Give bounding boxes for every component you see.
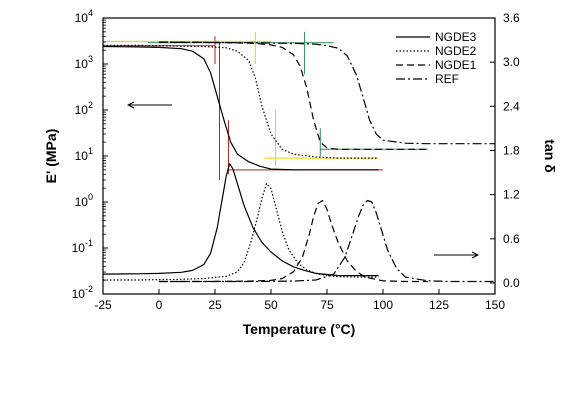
y-left-tick-label: 104 xyxy=(75,8,93,25)
series-line-ngde2-right xyxy=(103,183,379,281)
axis-ticks: -25 0 25 50 75 100 125 150 10-2 10-1 100 101 102 103 1… xyxy=(72,8,520,312)
y-right-tick-label: 0.0 xyxy=(503,276,520,290)
x-axis-title: Temperature (°C) xyxy=(243,321,356,337)
series-line-ngde3-left xyxy=(102,45,379,171)
x-tick-label: 100 xyxy=(373,298,393,312)
legend-label: NGDE3 xyxy=(435,30,477,44)
x-tick-label: 25 xyxy=(208,298,222,312)
x-tick-label: 150 xyxy=(485,298,505,312)
y-right-tick-label: 1.8 xyxy=(503,143,520,157)
y-left-tick-label: 10-1 xyxy=(72,238,93,255)
series-line-ngde1-right xyxy=(159,199,428,283)
legend-label: REF xyxy=(435,72,459,86)
series-line-ngde3-right xyxy=(102,163,379,277)
right-y-axis-title: tan δ xyxy=(542,139,558,172)
x-tick-label: 50 xyxy=(264,298,278,312)
legend-label: NGDE1 xyxy=(435,58,477,72)
x-tick-label: 125 xyxy=(429,298,449,312)
x-tick-label: 0 xyxy=(156,298,163,312)
y-left-tick-label: 100 xyxy=(75,192,93,209)
legend-label: NGDE2 xyxy=(435,44,477,58)
y-right-tick-label: 0.6 xyxy=(503,232,520,246)
y-left-tick-label: 102 xyxy=(75,100,93,117)
y-left-tick-label: 10-2 xyxy=(72,284,93,301)
series-line-ref-right xyxy=(159,199,495,283)
y-left-tick-label: 103 xyxy=(75,54,93,71)
series-line-ngde2-left xyxy=(103,44,379,159)
axis-indicator-arrows xyxy=(126,101,480,259)
series-layer xyxy=(102,41,495,283)
y-right-tick-label: 1.2 xyxy=(503,188,520,202)
y-right-tick-label: 3.0 xyxy=(503,55,520,69)
y-right-tick-label: 2.4 xyxy=(503,99,520,113)
axis-arrow-head xyxy=(126,101,135,109)
x-tick-label: 75 xyxy=(320,298,334,312)
y-left-tick-label: 101 xyxy=(75,146,93,163)
left-y-axis-title: E' (MPa) xyxy=(43,129,59,184)
axis-arrow-head xyxy=(471,251,480,259)
series-line-ngde1-left xyxy=(158,41,428,150)
x-tick-label: -25 xyxy=(94,298,112,312)
series-line-ref-left xyxy=(158,41,495,145)
y-right-tick-label: 3.6 xyxy=(503,11,520,25)
